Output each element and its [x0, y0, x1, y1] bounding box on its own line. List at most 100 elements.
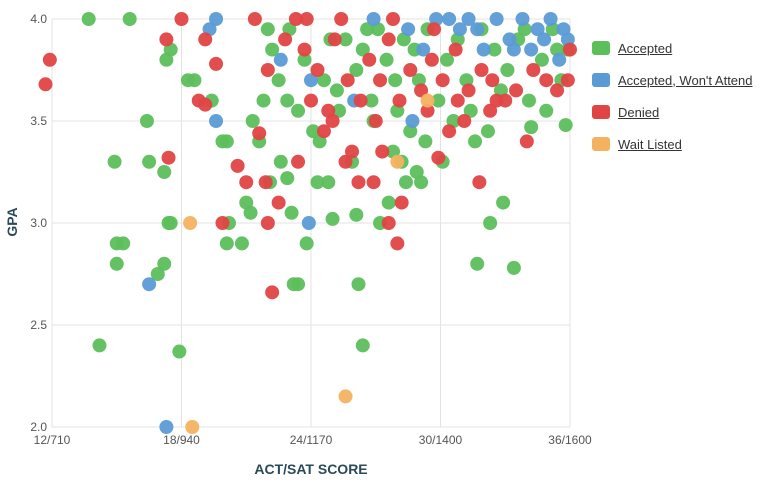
- legend-item[interactable]: Wait Listed: [592, 128, 753, 160]
- data-point: [448, 42, 463, 57]
- data-point: [375, 144, 390, 159]
- data-point: [291, 154, 306, 169]
- data-point: [92, 338, 107, 353]
- data-point: [349, 63, 364, 77]
- legend-item[interactable]: Accepted: [592, 32, 753, 64]
- data-point: [316, 124, 331, 139]
- data-point: [461, 12, 476, 26]
- data-point: [185, 420, 200, 434]
- data-point: [506, 260, 521, 275]
- data-point: [483, 103, 498, 118]
- data-point: [107, 154, 122, 169]
- data-point: [442, 124, 457, 139]
- y-tick-label: 3.5: [30, 114, 47, 128]
- legend-swatch: [592, 73, 610, 87]
- data-point: [379, 52, 394, 67]
- data-point: [122, 12, 137, 26]
- y-tick-label: 2.5: [30, 318, 47, 332]
- data-point: [381, 195, 396, 210]
- data-point: [209, 114, 224, 128]
- data-point: [142, 154, 157, 169]
- data-point: [116, 236, 131, 251]
- data-point: [260, 216, 275, 230]
- data-point: [139, 114, 154, 128]
- data-point: [215, 216, 230, 230]
- data-point: [304, 93, 318, 108]
- data-point: [273, 154, 288, 169]
- data-point: [418, 134, 433, 149]
- legend-item[interactable]: Accepted, Won't Attend: [592, 64, 753, 96]
- data-point: [472, 175, 487, 190]
- data-point: [109, 256, 124, 271]
- data-point: [563, 42, 577, 57]
- data-point: [299, 12, 314, 26]
- data-point: [496, 195, 511, 210]
- data-point: [271, 195, 286, 210]
- y-tick-label: 3.0: [30, 216, 47, 230]
- data-point: [247, 12, 262, 26]
- data-point: [424, 52, 439, 67]
- data-point: [474, 63, 489, 77]
- data-point: [81, 12, 96, 26]
- data-point: [539, 103, 554, 118]
- data-point: [355, 42, 370, 57]
- legend-swatch: [592, 137, 610, 151]
- data-point: [198, 32, 213, 47]
- data-point: [284, 205, 299, 220]
- data-point: [431, 93, 446, 108]
- data-point: [364, 93, 379, 108]
- data-point: [245, 114, 260, 128]
- data-point: [521, 93, 536, 108]
- data-point: [498, 93, 513, 108]
- data-point: [420, 93, 435, 108]
- data-point: [489, 12, 504, 26]
- data-point: [427, 22, 442, 37]
- data-point: [265, 42, 280, 57]
- data-point: [431, 150, 446, 165]
- data-point: [150, 267, 165, 281]
- data-point: [480, 124, 495, 139]
- data-point: [161, 150, 176, 165]
- data-point: [230, 158, 245, 173]
- data-point: [470, 22, 485, 37]
- data-point: [310, 175, 325, 190]
- data-point: [353, 93, 368, 108]
- legend-swatch: [592, 105, 610, 119]
- x-tick-label: 24/1170: [290, 433, 333, 447]
- data-point: [381, 32, 396, 47]
- data-point: [38, 77, 53, 92]
- data-point: [360, 22, 375, 37]
- data-point: [388, 73, 403, 88]
- data-point: [265, 285, 280, 300]
- data-point: [260, 63, 275, 77]
- data-point: [159, 32, 174, 47]
- data-point: [403, 63, 418, 77]
- data-point: [487, 42, 502, 57]
- data-point: [509, 83, 524, 98]
- x-tick-label: 30/1400: [419, 433, 463, 447]
- data-point: [537, 32, 552, 47]
- x-tick-label: 36/1600: [548, 433, 592, 447]
- data-point: [558, 118, 573, 133]
- data-point: [519, 134, 534, 149]
- data-point: [291, 103, 306, 118]
- data-point: [368, 114, 383, 128]
- data-point: [280, 171, 295, 186]
- data-point: [297, 42, 312, 57]
- data-point: [316, 73, 331, 88]
- x-tick-label: 12/710: [34, 433, 71, 447]
- legend-swatch: [592, 41, 610, 55]
- data-point: [299, 236, 314, 251]
- data-point: [325, 211, 340, 226]
- data-point: [321, 103, 336, 118]
- data-point: [234, 236, 249, 251]
- data-point: [485, 73, 500, 88]
- data-point: [394, 195, 409, 210]
- data-point: [183, 216, 198, 230]
- data-point: [332, 103, 347, 118]
- data-point: [560, 73, 575, 88]
- data-point: [524, 120, 539, 135]
- data-point: [273, 52, 288, 67]
- data-point: [306, 124, 321, 139]
- legend-item[interactable]: Denied: [592, 96, 753, 128]
